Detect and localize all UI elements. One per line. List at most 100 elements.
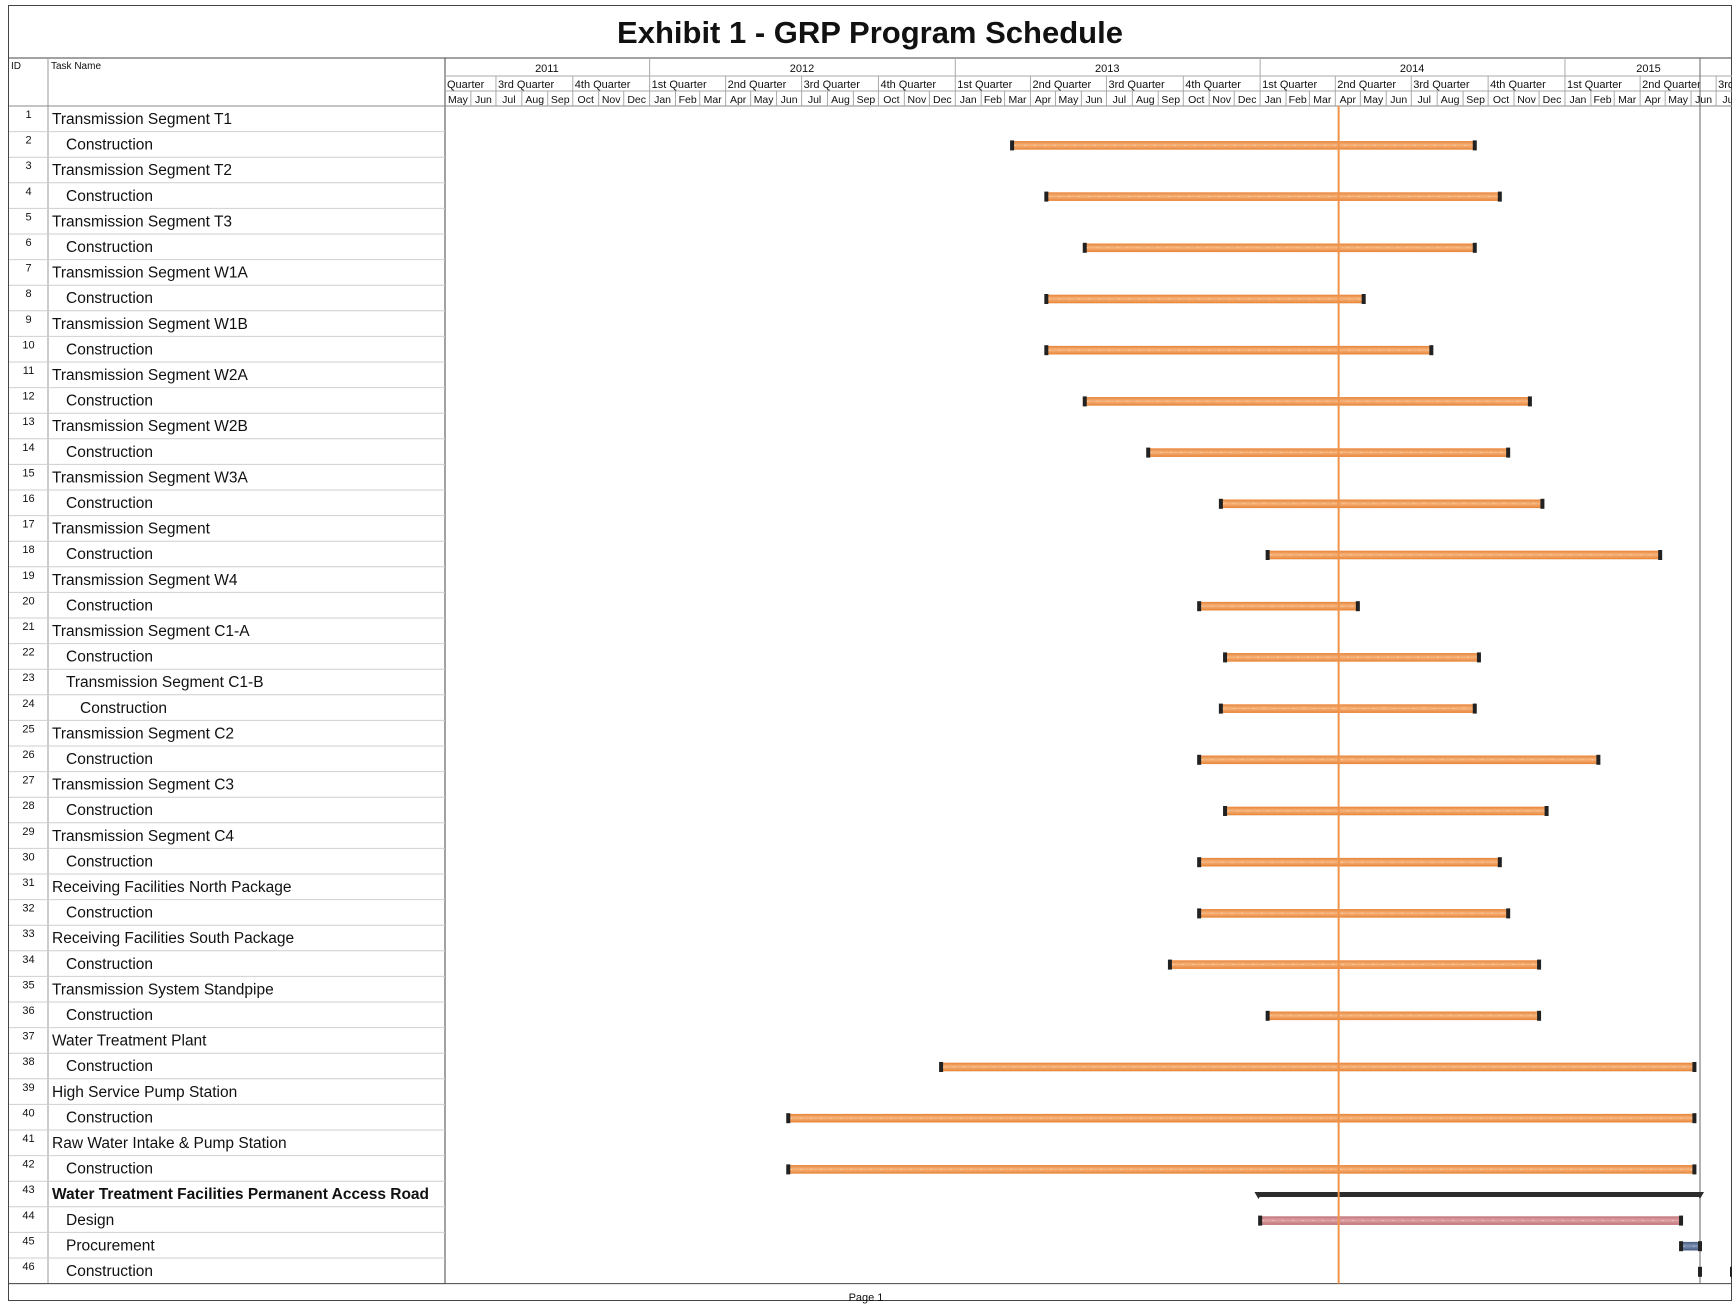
bar-end-marker	[1476, 652, 1481, 663]
year-label: 2013	[1095, 63, 1119, 75]
task-name: Transmission Segment W3A	[52, 469, 248, 486]
task-name: Construction	[66, 1109, 153, 1126]
bar-start-marker	[1197, 754, 1202, 765]
task-name: Construction	[66, 137, 153, 154]
month-label: Aug	[525, 94, 544, 106]
month-label: Oct	[1188, 94, 1204, 106]
task-name: Transmission Segment T1	[52, 111, 232, 128]
month-label: Nov	[908, 94, 927, 106]
month-label: Apr	[1340, 94, 1357, 106]
task-name: Transmission Segment C4	[52, 828, 234, 845]
month-label: Jan	[654, 94, 671, 106]
bar-end-marker	[1698, 1266, 1702, 1277]
task-name: Construction	[66, 956, 153, 973]
bar-start-marker	[1082, 396, 1087, 407]
task-id: 25	[22, 723, 34, 735]
bar-start-marker	[786, 1113, 791, 1124]
quarter-label: Quarter	[447, 79, 485, 91]
month-label: Apr	[1035, 94, 1052, 106]
month-label: Mar	[1313, 94, 1332, 106]
summary-bar	[1258, 1192, 1700, 1197]
quarter-label: 3rd Quarter	[1108, 79, 1165, 91]
construction-bar	[1046, 192, 1501, 201]
task-name: Transmission Segment T3	[52, 213, 232, 230]
task-id: 6	[25, 237, 31, 249]
task-name: Construction	[66, 290, 153, 307]
page-footer: Page 1	[848, 1292, 884, 1304]
bar-start-marker	[786, 1164, 791, 1175]
task-id: 1	[25, 109, 31, 121]
month-label: Dec	[627, 94, 646, 106]
task-id: 16	[22, 493, 34, 505]
task-id: 41	[22, 1133, 34, 1145]
month-label: Jan	[1569, 94, 1586, 106]
task-name: Construction	[66, 649, 153, 666]
quarter-label: 4th Quarter	[1490, 79, 1546, 91]
month-label: May	[1363, 94, 1384, 106]
quarter-label: 3rd Quarter	[1718, 79, 1732, 91]
month-label: Jan	[1265, 94, 1282, 106]
task-id: 36	[22, 1005, 34, 1017]
bar-end-marker	[1506, 908, 1511, 919]
bar-start-marker	[1010, 140, 1015, 151]
month-label: Mar	[1008, 94, 1027, 106]
bar-end-marker	[1472, 242, 1477, 253]
task-name: Construction	[66, 546, 153, 563]
task-id: 34	[22, 954, 34, 966]
month-label: Nov	[602, 94, 621, 106]
bar-end-marker	[1698, 1241, 1702, 1252]
task-column-header: Task Name	[51, 61, 101, 72]
task-id: 15	[22, 467, 34, 479]
task-id: 45	[22, 1235, 34, 1247]
id-column-header: ID	[11, 61, 21, 72]
task-name: Construction	[66, 341, 153, 358]
task-id: 3	[25, 160, 31, 172]
quarter-label: 1st Quarter	[957, 79, 1012, 91]
month-label: Mar	[704, 94, 723, 106]
task-id: 27	[22, 775, 34, 787]
task-id: 22	[22, 647, 34, 659]
month-label: Oct	[1493, 94, 1509, 106]
month-label: Oct	[578, 94, 594, 106]
bar-end-marker	[1429, 345, 1434, 356]
quarter-label: 2nd Quarter	[1032, 79, 1091, 91]
month-label: Feb	[1594, 94, 1612, 106]
bar-start-marker	[1197, 857, 1202, 868]
bar-start-marker	[1223, 652, 1228, 663]
construction-bar	[1046, 294, 1364, 304]
month-label: Jun	[781, 94, 798, 106]
task-id: 18	[22, 544, 34, 556]
month-label: Sep	[857, 94, 876, 106]
bar-end-marker	[1544, 806, 1549, 816]
month-label: Sep	[551, 94, 570, 106]
bar-end-marker	[1692, 1062, 1697, 1072]
task-id: 24	[22, 698, 34, 710]
bar-start-marker	[1044, 345, 1049, 356]
month-label: Nov	[1212, 94, 1231, 106]
bar-start-marker	[1218, 498, 1223, 509]
month-label: May	[754, 94, 775, 106]
task-name: Transmission Segment	[52, 521, 211, 538]
month-label: May	[1059, 94, 1080, 106]
bar-start-marker	[1082, 242, 1087, 253]
task-id: 42	[22, 1159, 34, 1171]
bar-end-marker	[1692, 1113, 1697, 1124]
month-label: May	[448, 94, 469, 106]
bar-start-marker	[1167, 959, 1172, 970]
bar-start-marker	[939, 1062, 944, 1072]
task-id: 11	[23, 365, 34, 377]
task-id: 31	[22, 877, 34, 889]
task-id: 10	[22, 339, 34, 351]
quarter-label: 2nd Quarter	[1642, 79, 1701, 91]
month-label: Jun	[475, 94, 492, 106]
month-label: Nov	[1517, 94, 1536, 106]
month-label: Aug	[831, 94, 850, 106]
bar-end-marker	[1540, 498, 1545, 509]
task-id: 43	[22, 1184, 34, 1196]
quarter-label: 3rd Quarter	[1413, 79, 1470, 91]
task-name: Construction	[66, 853, 153, 870]
month-label: Jul	[1113, 94, 1126, 106]
task-name: Water Treatment Plant	[52, 1033, 207, 1050]
task-name: High Service Pump Station	[52, 1084, 237, 1101]
task-name: Construction	[66, 751, 153, 768]
